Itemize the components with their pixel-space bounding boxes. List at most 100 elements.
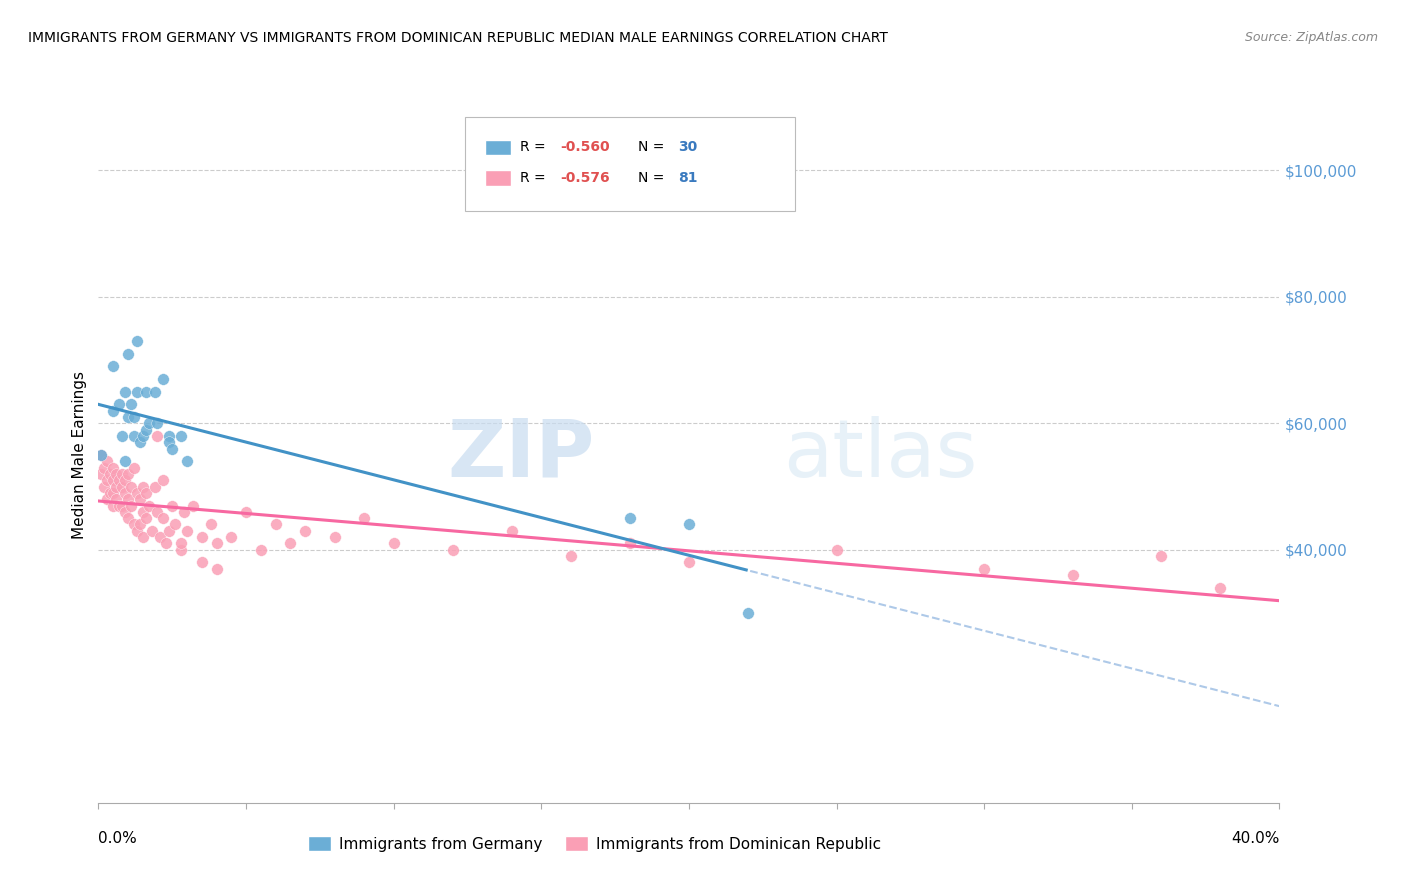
Point	[678, 517, 700, 532]
Point	[105, 492, 128, 507]
Point	[114, 486, 136, 500]
Point	[117, 347, 139, 361]
Bar	[485, 170, 510, 186]
Point	[122, 517, 145, 532]
Point	[103, 359, 125, 374]
Point	[143, 479, 166, 493]
Point	[98, 467, 121, 481]
Point	[132, 505, 155, 519]
Text: 0.0%: 0.0%	[98, 830, 138, 846]
Point	[120, 499, 142, 513]
Text: N =: N =	[638, 140, 669, 154]
Point	[1150, 549, 1173, 563]
Point	[125, 486, 148, 500]
Point	[155, 536, 177, 550]
Point	[678, 556, 700, 570]
Point	[323, 530, 346, 544]
Point	[382, 536, 405, 550]
Text: Source: ZipAtlas.com: Source: ZipAtlas.com	[1244, 31, 1378, 45]
Text: 30: 30	[678, 140, 697, 154]
Point	[103, 460, 125, 475]
Point	[103, 499, 125, 513]
Point	[141, 524, 163, 538]
Point	[117, 467, 139, 481]
Point	[165, 517, 187, 532]
Point	[143, 384, 166, 399]
Point	[108, 397, 131, 411]
Point	[98, 486, 121, 500]
Point	[1209, 581, 1232, 595]
Point	[264, 517, 287, 532]
Point	[152, 511, 174, 525]
Point	[125, 334, 148, 348]
Point	[103, 403, 125, 417]
Point	[200, 517, 222, 532]
Point	[278, 536, 302, 550]
Point	[138, 499, 160, 513]
Point	[152, 473, 174, 487]
Point	[90, 448, 112, 462]
Point	[108, 473, 131, 487]
Point	[170, 542, 193, 557]
Point	[219, 530, 242, 544]
Text: R =: R =	[520, 171, 550, 185]
Point	[120, 397, 142, 411]
Text: 81: 81	[678, 171, 697, 185]
Point	[96, 492, 118, 507]
Point	[146, 429, 169, 443]
Legend: Immigrants from Germany, Immigrants from Dominican Republic: Immigrants from Germany, Immigrants from…	[302, 830, 887, 858]
Point	[122, 429, 145, 443]
Point	[108, 499, 131, 513]
Point	[135, 486, 157, 500]
Point	[90, 448, 112, 462]
Point	[162, 499, 183, 513]
Point	[157, 435, 180, 450]
Point	[103, 473, 125, 487]
Point	[294, 524, 316, 538]
Point	[170, 536, 193, 550]
Point	[128, 492, 150, 507]
Point	[176, 454, 198, 468]
Point	[973, 562, 995, 576]
Point	[103, 486, 125, 500]
Point	[125, 524, 148, 538]
Point	[132, 479, 155, 493]
Point	[619, 511, 641, 525]
Point	[170, 429, 193, 443]
Point	[96, 473, 118, 487]
Point	[114, 384, 136, 399]
Text: 40.0%: 40.0%	[1232, 830, 1279, 846]
Point	[149, 530, 172, 544]
Point	[117, 409, 139, 424]
Point	[162, 442, 183, 456]
Bar	[485, 140, 510, 155]
Point	[250, 542, 273, 557]
Point	[111, 429, 134, 443]
Point	[157, 524, 180, 538]
Point	[114, 505, 136, 519]
Point	[114, 454, 136, 468]
Y-axis label: Median Male Earnings: Median Male Earnings	[72, 371, 87, 539]
Point	[135, 423, 157, 437]
Point	[825, 542, 848, 557]
Point	[120, 479, 142, 493]
Point	[353, 511, 375, 525]
Point	[737, 606, 759, 620]
Point	[560, 549, 582, 563]
Point	[111, 499, 134, 513]
Point	[205, 562, 228, 576]
Point	[146, 417, 169, 431]
Point	[157, 429, 180, 443]
Text: IMMIGRANTS FROM GERMANY VS IMMIGRANTS FROM DOMINICAN REPUBLIC MEDIAN MALE EARNIN: IMMIGRANTS FROM GERMANY VS IMMIGRANTS FR…	[28, 31, 889, 45]
Point	[93, 460, 115, 475]
Point	[135, 511, 157, 525]
Point	[132, 429, 155, 443]
Point	[114, 473, 136, 487]
Point	[138, 417, 160, 431]
Point	[152, 372, 174, 386]
Point	[501, 524, 523, 538]
Point	[105, 479, 128, 493]
Point	[111, 479, 134, 493]
Point	[105, 467, 128, 481]
Point	[117, 511, 139, 525]
